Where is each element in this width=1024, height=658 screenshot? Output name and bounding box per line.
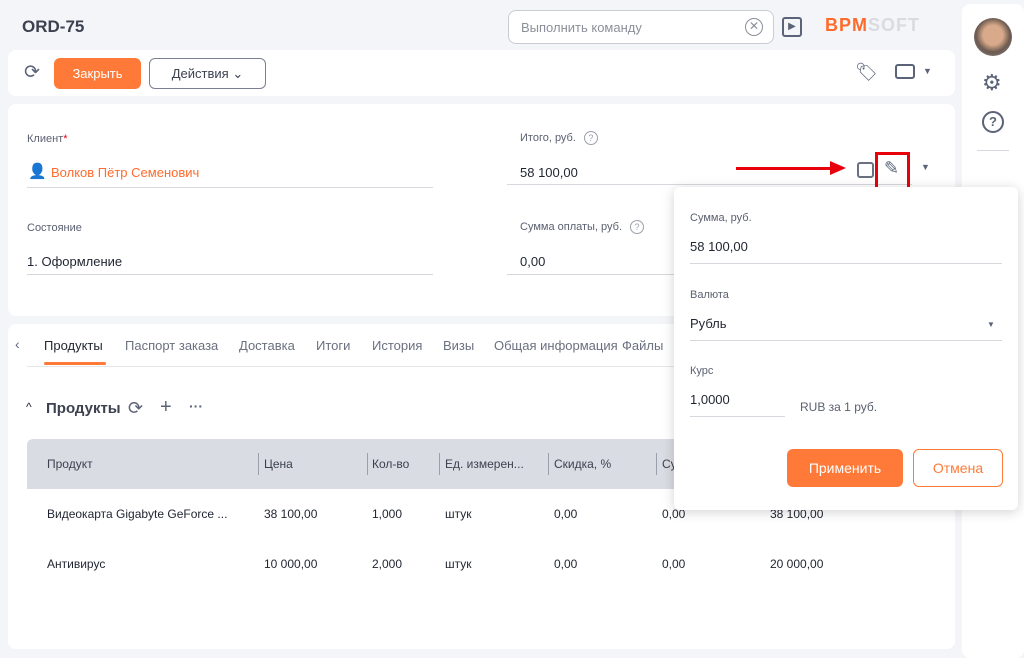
close-button[interactable]: Закрыть bbox=[54, 58, 141, 89]
cell: 1,000 bbox=[372, 507, 403, 521]
help-icon[interactable]: ? bbox=[583, 131, 598, 145]
tab-products[interactable]: Продукты bbox=[44, 338, 103, 353]
cell: штук bbox=[445, 507, 472, 521]
currency-select[interactable]: Рубль bbox=[690, 316, 727, 331]
apply-button[interactable]: Применить bbox=[787, 449, 903, 487]
screen-settings-icon[interactable] bbox=[895, 64, 915, 79]
bpmsoft-logo: BPMSOFT bbox=[825, 15, 920, 35]
column-header[interactable]: Цена bbox=[264, 457, 293, 471]
cell: Видеокарта Gigabyte GeForce ... bbox=[47, 507, 228, 521]
currency-label: Валюта bbox=[690, 289, 729, 301]
clear-icon[interactable]: ✕ bbox=[745, 18, 763, 36]
column-header[interactable]: Кол-во bbox=[372, 457, 410, 471]
column-header[interactable]: Ед. измерен... bbox=[445, 457, 524, 471]
tab-general-info[interactable]: Общая информация bbox=[494, 338, 618, 353]
column-header[interactable]: Скидка, % bbox=[554, 457, 612, 471]
cell: 0,00 bbox=[662, 557, 686, 571]
divider bbox=[690, 340, 1002, 341]
user-icon: 👤 bbox=[28, 163, 47, 180]
payment-value: 0,00 bbox=[520, 254, 546, 269]
more-icon[interactable]: ··· bbox=[189, 398, 203, 414]
divider bbox=[507, 274, 674, 275]
cell: 38 100,00 bbox=[264, 507, 318, 521]
payment-label: Сумма оплаты, руб. bbox=[520, 221, 623, 233]
page-title: ORD-75 bbox=[22, 17, 85, 36]
command-placeholder: Выполнить команду bbox=[521, 20, 642, 35]
annotation-arrow bbox=[736, 167, 836, 170]
divider bbox=[690, 416, 785, 417]
tab-delivery[interactable]: Доставка bbox=[239, 338, 295, 353]
state-label: Состояние bbox=[27, 222, 82, 234]
gear-icon[interactable]: ⚙ bbox=[982, 70, 1002, 95]
caret-down-icon[interactable]: ▼ bbox=[921, 162, 930, 172]
cancel-button[interactable]: Отмена bbox=[913, 449, 1003, 487]
column-divider[interactable] bbox=[367, 453, 368, 475]
rate-input[interactable]: 1,0000 bbox=[690, 392, 730, 407]
help-icon[interactable]: ? bbox=[982, 111, 1004, 133]
tab-totals[interactable]: Итоги bbox=[316, 338, 351, 353]
client-label: Клиент* bbox=[27, 133, 68, 145]
command-input[interactable]: Выполнить команду ✕ bbox=[508, 10, 774, 44]
tag-icon[interactable]: 🏷 bbox=[855, 62, 878, 82]
column-header[interactable]: Продукт bbox=[47, 457, 93, 471]
chevron-down-icon: ⌄ bbox=[232, 66, 244, 81]
rate-label: Курс bbox=[690, 365, 714, 377]
edit-button-highlight[interactable]: ✎ bbox=[875, 152, 910, 190]
column-divider[interactable] bbox=[258, 453, 259, 475]
active-tab-indicator bbox=[44, 362, 106, 365]
actions-button[interactable]: Действия ⌄ bbox=[149, 58, 266, 89]
client-link[interactable]: Волков Пётр Семенович bbox=[51, 165, 200, 180]
payment-label-row: Сумма оплаты, руб. ? bbox=[520, 220, 645, 234]
help-icon[interactable]: ? bbox=[630, 220, 645, 234]
avatar[interactable] bbox=[974, 18, 1012, 56]
divider bbox=[507, 184, 912, 185]
caret-down-icon[interactable]: ▼ bbox=[923, 66, 932, 76]
cell: штук bbox=[445, 557, 472, 571]
chevron-left-icon[interactable]: ‹ bbox=[15, 336, 20, 352]
divider bbox=[690, 263, 1002, 264]
amount-input[interactable]: 58 100,00 bbox=[690, 239, 748, 254]
cell: 38 100,00 bbox=[770, 507, 824, 521]
total-value: 58 100,00 bbox=[520, 165, 578, 180]
actions-label: Действия bbox=[171, 66, 229, 81]
cell: 0,00 bbox=[662, 507, 686, 521]
total-label: Итого, руб. bbox=[520, 132, 576, 144]
divider bbox=[27, 187, 433, 188]
refresh-icon[interactable]: ⟳ bbox=[128, 398, 144, 418]
caret-down-icon[interactable]: ▼ bbox=[987, 320, 995, 329]
tab-history[interactable]: История bbox=[372, 338, 423, 353]
rate-suffix: RUB за 1 руб. bbox=[800, 400, 878, 414]
cell: 2,000 bbox=[372, 557, 403, 571]
cell: 0,00 bbox=[554, 557, 578, 571]
video-search-icon[interactable]: ▶ bbox=[782, 17, 802, 37]
lock-icon[interactable] bbox=[857, 162, 874, 178]
arrow-head-icon bbox=[830, 161, 846, 175]
divider bbox=[27, 274, 433, 275]
cell: 10 000,00 bbox=[264, 557, 318, 571]
tab-files[interactable]: Файлы bbox=[622, 338, 664, 353]
cell: Антивирус bbox=[47, 557, 106, 571]
currency-popup: Сумма, руб. 58 100,00 Валюта Рубль ▼ Кур… bbox=[674, 187, 1018, 510]
state-value[interactable]: 1. Оформление bbox=[27, 254, 123, 269]
divider bbox=[977, 150, 1009, 151]
column-divider[interactable] bbox=[439, 453, 440, 475]
products-title: Продукты bbox=[46, 400, 121, 417]
cell: 20 000,00 bbox=[770, 557, 824, 571]
tab-order-passport[interactable]: Паспорт заказа bbox=[125, 338, 219, 353]
pencil-icon: ✎ bbox=[884, 158, 900, 178]
divider bbox=[27, 366, 935, 367]
collapse-icon[interactable]: ^ bbox=[26, 400, 32, 414]
amount-label: Сумма, руб. bbox=[690, 212, 752, 224]
tab-visas[interactable]: Визы bbox=[443, 338, 475, 353]
column-divider[interactable] bbox=[548, 453, 549, 475]
refresh-icon[interactable]: ⟳ bbox=[24, 62, 40, 83]
column-header[interactable]: Су bbox=[662, 457, 677, 471]
cell: 0,00 bbox=[554, 507, 578, 521]
total-label-row: Итого, руб. ? bbox=[520, 131, 598, 145]
column-divider[interactable] bbox=[656, 453, 657, 475]
plus-icon[interactable]: + bbox=[160, 396, 172, 418]
